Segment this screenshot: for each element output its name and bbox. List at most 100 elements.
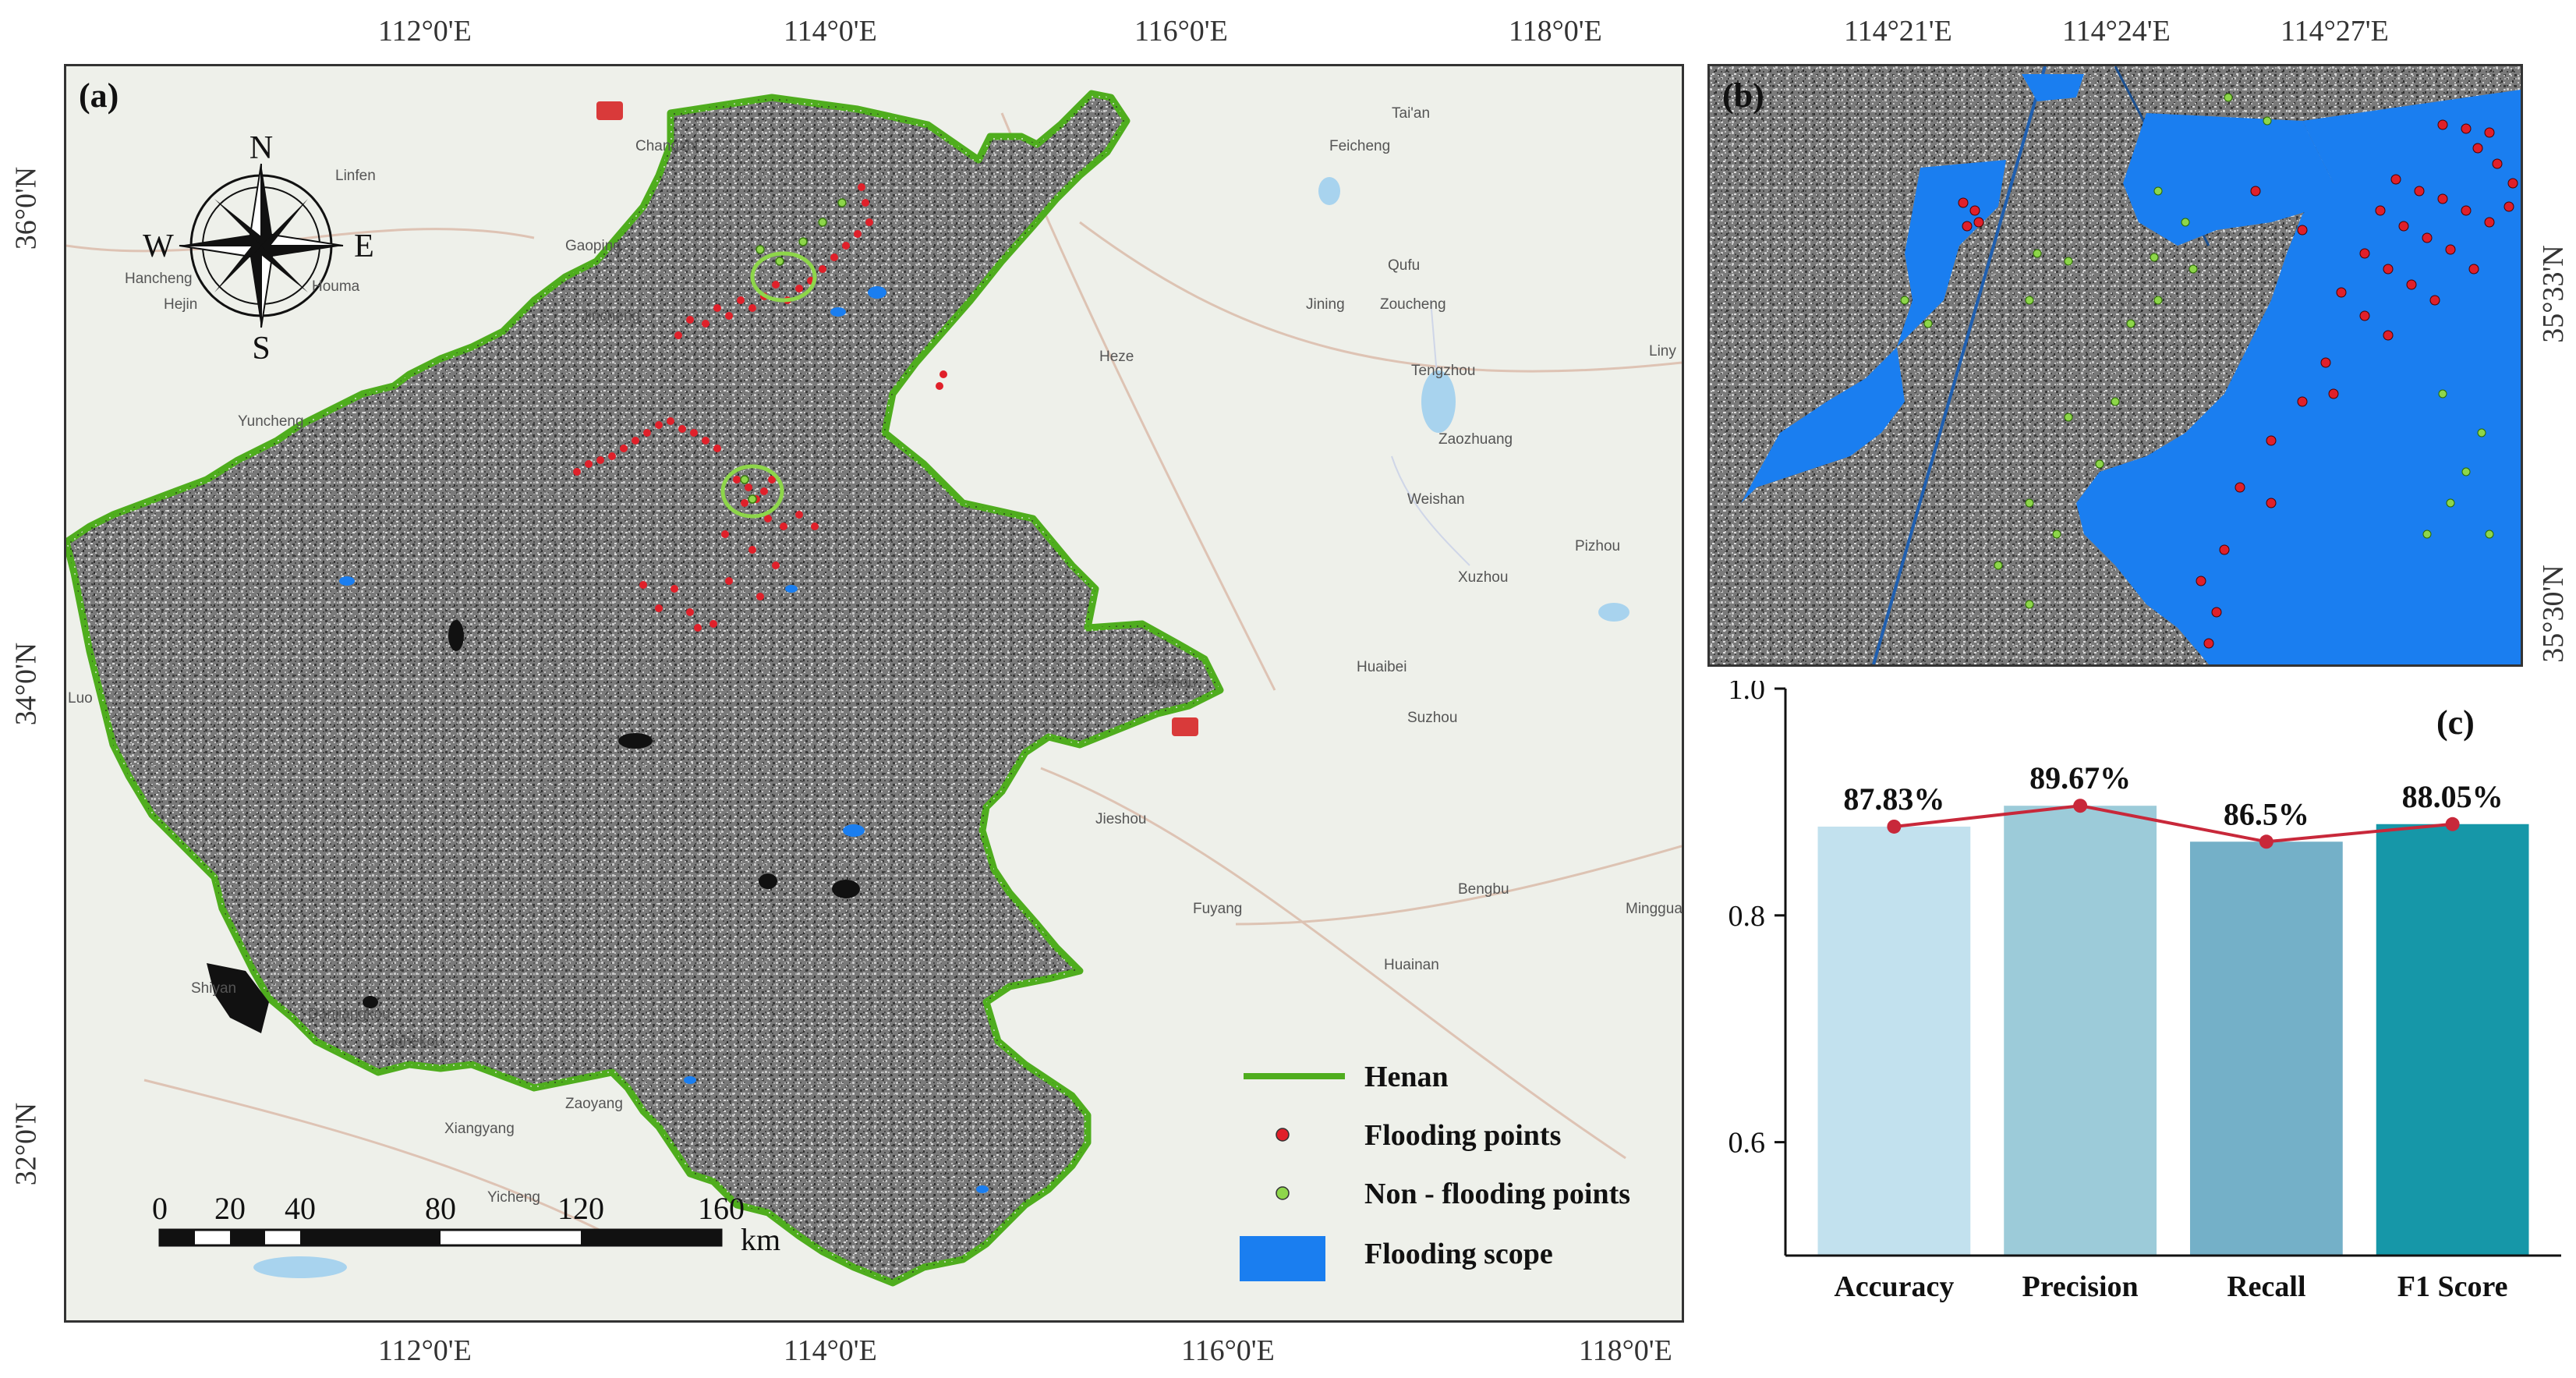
compass-s: S <box>252 331 270 367</box>
bar-f1-score <box>2376 824 2529 1256</box>
map-a-bottom-tick: 118°0'E <box>1579 1334 1672 1367</box>
map-a-top-tick: 116°0'E <box>1134 15 1228 48</box>
city-label: Luo <box>68 690 93 707</box>
city-label: Feicheng <box>1329 138 1391 154</box>
city-label: Pizhou <box>1575 538 1621 554</box>
city-label: Zaozhuang <box>1438 431 1513 448</box>
map-marker-icon <box>596 101 623 120</box>
scale-tick: 160 <box>698 1191 745 1226</box>
metric-point <box>1887 819 1902 834</box>
chart-c-canvas: 0.6 0.8 1.0 Accuracy 87.83% Precision 89.67% Re… <box>1729 681 2561 1303</box>
x-category-label: Precision <box>2022 1270 2139 1303</box>
y-tick-label: 0.8 <box>1729 900 1766 933</box>
city-label: Danjiangkou <box>308 1006 391 1022</box>
city-label: Houma <box>312 278 360 295</box>
map-a-left-tick: 36°0'N <box>9 166 43 250</box>
city-label: Xuzhou <box>1458 569 1509 586</box>
map-b-right-tick: 35°30'N <box>2536 565 2570 663</box>
bar-accuracy <box>1817 826 1971 1256</box>
data-label: 86.5% <box>2224 796 2309 831</box>
x-category-label: Accuracy <box>1834 1270 1954 1303</box>
map-b-top-tick: 114°24'E <box>2062 15 2171 48</box>
compass-rose-icon: N S E W <box>143 130 374 367</box>
city-label: Fuyang <box>1193 901 1243 917</box>
compass-w: W <box>143 228 174 264</box>
city-label: Hejin <box>164 296 198 313</box>
legend-flooding-points: Flooding points <box>1364 1119 1561 1152</box>
data-label: 89.67% <box>2029 760 2131 795</box>
city-label: Shiyan <box>191 980 237 997</box>
map-a-top-tick: 118°0'E <box>1509 15 1602 48</box>
flood-scope <box>1741 74 2521 664</box>
compass-n: N <box>249 130 273 166</box>
y-tick-label: 1.0 <box>1729 681 1766 706</box>
map-a-left-tick: 34°0'N <box>9 642 43 726</box>
city-label: Bengbu <box>1458 881 1509 898</box>
panel-label-c: (c) <box>2436 703 2475 742</box>
city-label: Gaoping <box>565 238 621 254</box>
city-label: Tai'an <box>1392 105 1431 122</box>
scale-tick: 80 <box>425 1191 456 1226</box>
map-b-right-tick: 35°33'N <box>2536 245 2570 343</box>
city-label: Suzhou <box>1407 710 1458 726</box>
scale-bar: 0 20 40 80 120 160 km <box>152 1191 780 1257</box>
non-flooding-points-zoom <box>1900 93 2494 609</box>
map-a-bottom-tick: 112°0'E <box>378 1334 472 1367</box>
city-label: Linfen <box>335 168 376 184</box>
scale-tick: 0 <box>152 1191 168 1226</box>
bar-precision <box>2004 806 2157 1256</box>
scale-unit: km <box>741 1222 780 1257</box>
henan-flood-map: Henan Flooding points Non - flooding poi… <box>64 64 1684 1323</box>
map-b-top-tick: 114°21'E <box>1844 15 1952 48</box>
map-a-canvas: Henan Flooding points Non - flooding poi… <box>66 90 1682 1287</box>
city-label: Huainan <box>1384 957 1439 973</box>
map-a-left-tick: 32°0'N <box>9 1102 43 1186</box>
flood-zoom-map: (b) <box>1707 64 2523 667</box>
map-b-top-tick: 114°27'E <box>2281 15 2389 48</box>
accuracy-chart: 0.6 0.8 1.0 Accuracy 87.83% Precision 89.67% Re… <box>1707 681 2565 1320</box>
city-label: Qufu <box>1388 257 1421 274</box>
panel-label-b: (b) <box>1722 76 1764 115</box>
legend-non-flooding-points: Non - flooding points <box>1364 1178 1630 1210</box>
flooding-points-zoom <box>1958 119 2518 649</box>
map-a-top-tick: 112°0'E <box>378 15 472 48</box>
city-label: Jieshou <box>1095 811 1147 827</box>
city-label: Bozhou <box>1146 675 1197 691</box>
city-label: Tengzhou <box>1411 363 1476 379</box>
non-flooding-points <box>740 198 847 504</box>
city-label: Jining <box>1306 296 1345 313</box>
scale-tick: 40 <box>285 1191 316 1226</box>
metric-point <box>2445 817 2460 831</box>
city-label: Mingguang <box>1626 901 1683 917</box>
map-a-bottom-tick: 114°0'E <box>784 1334 877 1367</box>
city-label: Hancheng <box>125 271 193 287</box>
metric-point <box>2259 834 2273 849</box>
legend-flooding-scope: Flooding scope <box>1364 1238 1553 1270</box>
panel-label-a: (a) <box>79 76 119 115</box>
data-label: 88.05% <box>2402 779 2503 814</box>
bar-recall <box>2189 841 2343 1256</box>
compass-e: E <box>354 228 374 264</box>
data-label: 87.83% <box>1843 781 1944 817</box>
scale-tick: 120 <box>557 1191 604 1226</box>
city-label: Jincheng <box>581 308 641 324</box>
legend-henan: Henan <box>1364 1061 1449 1093</box>
metric-line <box>1894 804 2453 844</box>
city-label: Zaoyang <box>565 1096 623 1112</box>
city-label: Xiangyang <box>444 1121 515 1137</box>
city-label: Heze <box>1099 349 1134 365</box>
map-a-bottom-tick: 116°0'E <box>1181 1334 1275 1367</box>
map-b-canvas <box>1710 66 2521 664</box>
y-tick-label: 0.6 <box>1729 1127 1766 1160</box>
scale-tick: 20 <box>214 1191 246 1226</box>
x-category-label: F1 Score <box>2397 1270 2508 1303</box>
metric-point <box>2073 799 2088 813</box>
map-a-top-tick: 114°0'E <box>784 15 877 48</box>
city-label: Zoucheng <box>1380 296 1446 313</box>
x-category-label: Recall <box>2227 1270 2305 1303</box>
city-label: Laohekou <box>378 1033 444 1050</box>
city-label: Weishan <box>1407 491 1465 508</box>
city-label: Yicheng <box>487 1189 540 1206</box>
city-label: Huaibei <box>1357 659 1407 675</box>
city-label: Yuncheng <box>238 413 304 430</box>
